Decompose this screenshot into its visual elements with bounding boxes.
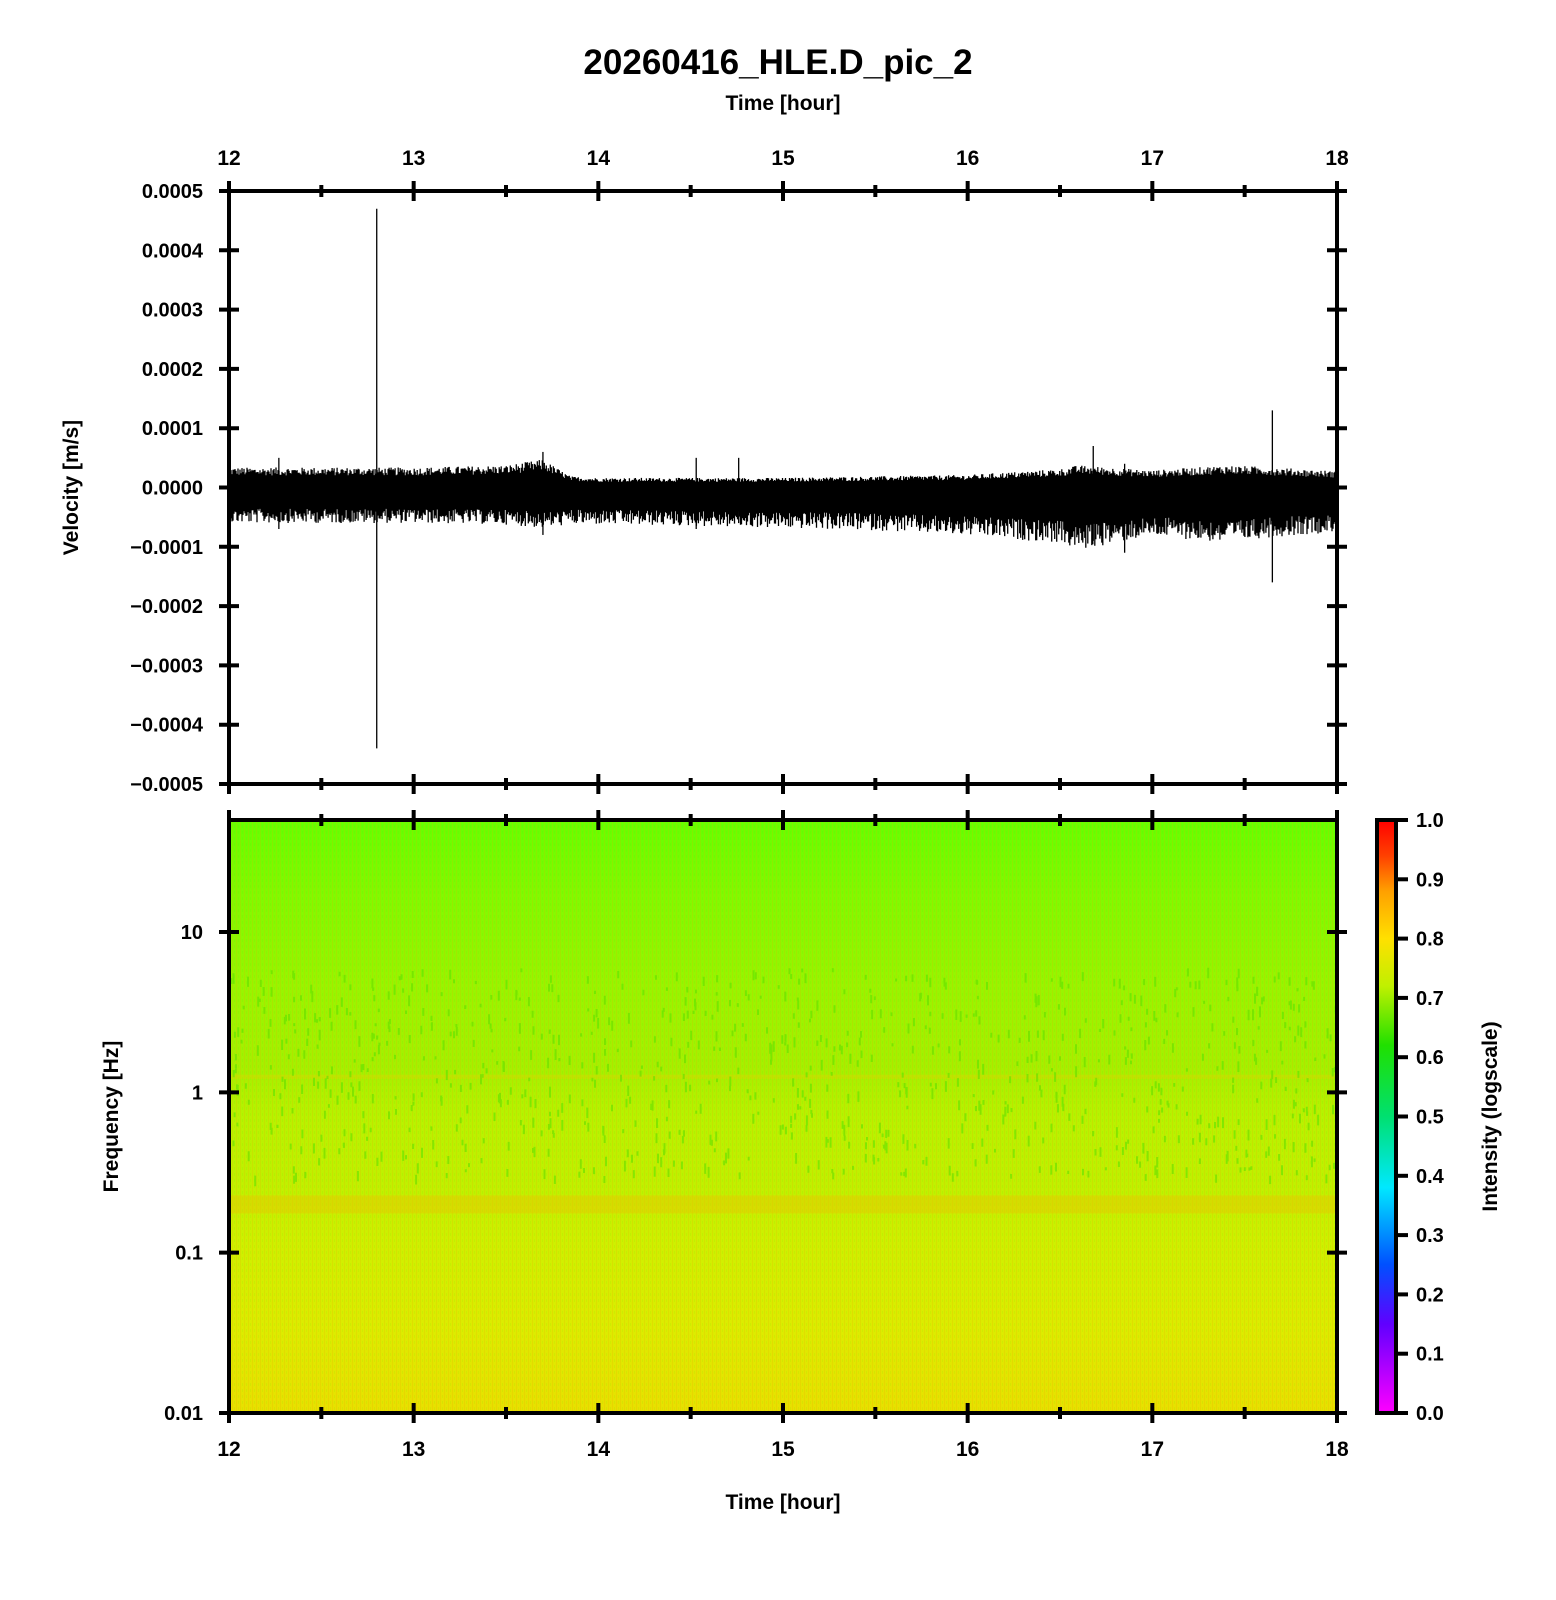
colorbar-tick-label: 0.7: [1416, 988, 1444, 1010]
x-tick-label: 14: [587, 147, 611, 170]
y-tick-label: 10: [181, 922, 203, 944]
colorbar-label: Intensity (logscale): [1479, 1021, 1502, 1211]
colorbar-tick-label: 0.0: [1416, 1403, 1444, 1425]
colorbar-tick-label: 0.4: [1416, 1166, 1445, 1188]
y-axis-label: Frequency [Hz]: [100, 1041, 123, 1193]
colorbar-fill: [1377, 820, 1396, 1413]
colorbar: 1.0 0.9 0.8 0.7 0.6 0.5 0.4 0.3 0.2 0.1 0.0 Intensi…: [1375, 810, 1502, 1425]
x-tick-label: 16: [956, 147, 979, 170]
y-tick-label: 0.0002: [142, 359, 203, 381]
y-axis-label: Velocity [m/s]: [60, 420, 83, 555]
x-tick-label: 17: [1141, 147, 1164, 170]
y-tick-label: 1: [192, 1082, 203, 1104]
spectrogram-panel: 12 13 14 15 16 17 18 Time [hour] 10 1 0.1 0.01 Frequ…: [100, 810, 1349, 1514]
chart-title: 20260416_HLE.D_pic_2: [583, 43, 972, 82]
y-tick-label: 0.0004: [142, 240, 204, 262]
colorbar-tick-label: 0.9: [1416, 869, 1444, 891]
y-tick-label: 0.0001: [142, 418, 203, 440]
y-tick-label: 0.1: [175, 1243, 203, 1265]
velocity-trace: [228, 460, 1338, 548]
y-tick-label: 0.0000: [142, 478, 203, 500]
colorbar-tick-label: 0.5: [1416, 1107, 1444, 1129]
x-tick-label: 12: [217, 147, 240, 170]
colorbar-tick-label: 0.6: [1416, 1047, 1444, 1069]
x-axis-label-top: Time [hour]: [725, 92, 840, 115]
y-tick-label: −0.0004: [130, 715, 204, 737]
colorbar-tick-label: 0.3: [1416, 1225, 1444, 1247]
colorbar-tick-label: 1.0: [1416, 810, 1444, 832]
y-tick-label: 0.01: [164, 1403, 203, 1425]
x-tick-label: 14: [587, 1438, 611, 1461]
spectral-line: [229, 1074, 1337, 1079]
y-tick-label: −0.0002: [130, 596, 203, 618]
x-tick-label: 13: [402, 147, 425, 170]
x-tick-label: 16: [956, 1438, 979, 1461]
colorbar-tick-label: 0.8: [1416, 929, 1444, 951]
x-tick-label: 18: [1325, 1438, 1349, 1461]
x-tick-label: 18: [1325, 147, 1349, 170]
x-tick-label: 15: [771, 1438, 795, 1461]
y-tick-label: 0.0003: [142, 300, 203, 322]
microseism-band: [229, 1195, 1337, 1214]
y-tick-label: −0.0001: [130, 537, 203, 559]
y-tick-label: −0.0005: [130, 774, 203, 796]
x-tick-label: 13: [402, 1438, 425, 1461]
spectrogram-texture-layer: [229, 820, 1337, 1413]
y-tick-label: 0.0005: [142, 181, 203, 203]
y-tick-label: −0.0003: [130, 655, 203, 677]
x-tick-label: 15: [771, 147, 795, 170]
x-tick-label: 17: [1141, 1438, 1164, 1461]
colorbar-tick-label: 0.1: [1416, 1344, 1444, 1366]
colorbar-tick-label: 0.2: [1416, 1284, 1444, 1306]
velocity-panel: 12 13 14 15 16 17 18 Time [hour] 0.0005 0.0004 0.0…: [60, 92, 1349, 796]
x-tick-label: 12: [217, 1438, 240, 1461]
x-axis-label-bottom: Time [hour]: [725, 1491, 840, 1514]
